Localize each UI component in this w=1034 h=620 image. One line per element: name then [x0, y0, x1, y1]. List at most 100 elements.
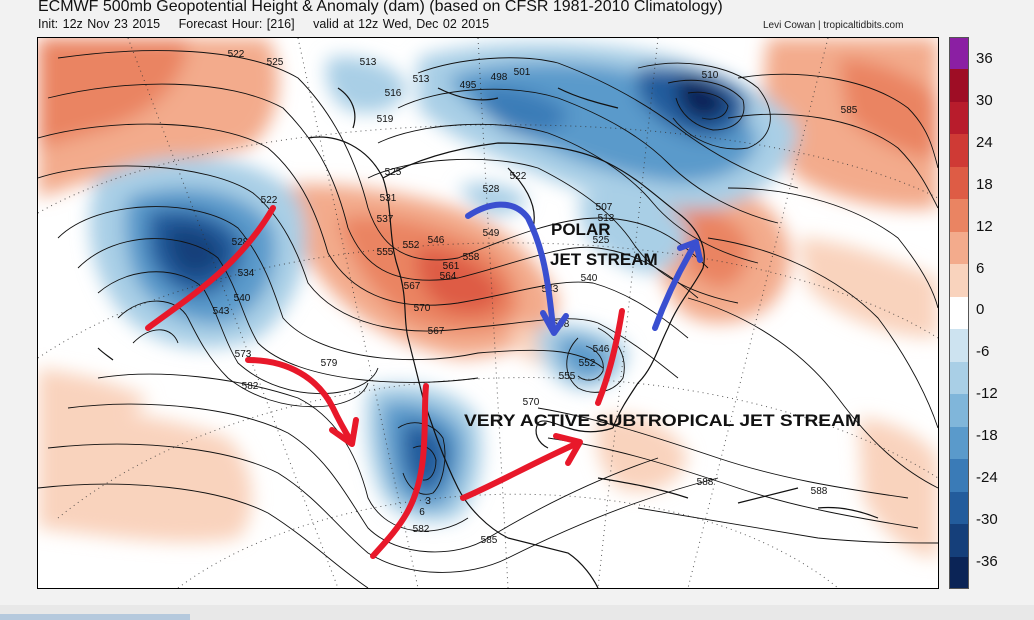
red-arrow — [595, 308, 625, 406]
colorbar-label: -12 — [976, 385, 998, 403]
contour-label: 513 — [413, 74, 430, 85]
subtropical-label: VERY ACTIVE SUBTROPICAL JET STREAM — [464, 411, 861, 430]
colorbar-segment — [949, 134, 969, 167]
contour-label: 543 — [213, 306, 230, 317]
contour-label: 522 — [261, 195, 278, 206]
contour-label: 585 — [481, 535, 498, 546]
polar-label: POLAR — [551, 220, 611, 239]
contour-label: 558 — [463, 252, 480, 263]
red-arrow — [145, 205, 276, 331]
contour-label: 567 — [428, 326, 445, 337]
colorbar-label: -24 — [976, 469, 998, 486]
contour-label: 528 — [483, 184, 500, 195]
forecast-hour: Forecast Hour: [216] — [178, 17, 295, 31]
contour-label: 549 — [483, 228, 500, 239]
contour-label: 567 — [404, 281, 421, 292]
valid-time: valid at 12z Wed, Dec 02 2015 — [313, 17, 490, 31]
contour-label: 498 — [491, 72, 508, 83]
contour-label: 537 — [377, 214, 394, 225]
colorbar-segment — [949, 296, 969, 330]
contour-label: 582 — [242, 381, 259, 392]
blue-arrow — [465, 201, 556, 331]
contour-label: 555 — [377, 247, 394, 258]
contour-label: 525 — [267, 57, 284, 68]
contour-label: 588 — [811, 486, 828, 497]
contour-label: 552 — [403, 240, 420, 251]
contour-label: 546 — [593, 344, 610, 355]
contour-label: 540 — [234, 293, 251, 304]
contour-label: 540 — [581, 273, 598, 284]
credit: Levi Cowan | tropicaltidbits.com — [763, 20, 904, 31]
colorbar-label: -6 — [976, 343, 990, 361]
contour-label: 501 — [514, 67, 531, 78]
colorbar-segment — [949, 426, 969, 460]
contour-label: 522 — [228, 49, 245, 60]
header-title: ECMWF 500mb Geopotential Height & Anomal… — [38, 0, 723, 15]
contour-label: 510 — [702, 70, 719, 81]
jet-stream-label: JET STREAM — [550, 250, 658, 269]
colorbar-label: 12 — [976, 217, 993, 235]
lat-lon-grid — [38, 38, 938, 588]
contour-label: 573 — [235, 349, 252, 360]
colorbar-label: 0 — [976, 301, 985, 319]
contour-label: 525 — [385, 167, 402, 178]
contour-label: 525 — [593, 235, 610, 246]
map-canvas: 522 525 513 513 495 498 501 510 516 519 … — [38, 38, 938, 588]
annotation-text: POLAR JET STREAM VERY ACTIVE SUBTROPICAL… — [464, 220, 861, 430]
contour-label: 564 — [440, 271, 457, 282]
colorbar-label: 30 — [976, 91, 993, 109]
colorbar-label: -30 — [976, 510, 998, 528]
contour-label: 546 — [428, 235, 445, 246]
coastlines — [97, 87, 879, 588]
jet-stream-arrows — [145, 201, 703, 559]
contour-label: 570 — [414, 303, 431, 314]
colorbar-label: 36 — [976, 50, 993, 67]
red-arrow — [460, 440, 581, 501]
colorbar-label: 6 — [976, 259, 985, 277]
contour-label: 585 — [841, 105, 858, 116]
contour-label: 6 — [419, 507, 425, 518]
colorbar-label: -18 — [976, 427, 998, 445]
colorbar-segment — [949, 231, 969, 265]
colorbar-segment — [949, 329, 969, 362]
colorbar-segment — [949, 69, 969, 102]
contour-label: 513 — [360, 57, 377, 68]
anomaly-colorbar — [949, 37, 969, 589]
colorbar-label: 24 — [976, 133, 993, 151]
blue-arrow — [652, 243, 697, 331]
contour-label: 588 — [697, 477, 714, 488]
contour-label: 561 — [443, 261, 460, 272]
contour-label: 507 — [596, 202, 613, 213]
contour-label: 579 — [321, 358, 338, 369]
red-arrow — [245, 357, 355, 446]
weather-map: 522 525 513 513 495 498 501 510 516 519 … — [37, 37, 939, 589]
colorbar-segment — [949, 37, 969, 70]
colorbar-segment — [949, 459, 969, 492]
colorbar-label: -36 — [976, 552, 998, 570]
colorbar-segment — [949, 491, 969, 525]
contour-label: 513 — [598, 213, 615, 224]
header-subtitle: Init: 12z Nov 23 2015 Forecast Hour: [21… — [38, 17, 503, 31]
colorbar-segment — [949, 361, 969, 395]
red-arrow — [370, 383, 429, 559]
contour-label: 582 — [413, 524, 430, 535]
contour-label: 516 — [385, 88, 402, 99]
colorbar-segment — [949, 556, 969, 589]
colorbar-segment — [949, 264, 969, 297]
contour-label: 531 — [380, 193, 397, 204]
colorbar-segment — [949, 394, 969, 427]
contour-label: 534 — [238, 268, 255, 279]
contour-label: 3 — [425, 496, 431, 507]
colorbar-segment — [949, 101, 969, 135]
colorbar-segment — [949, 199, 969, 232]
init-time: Init: 12z Nov 23 2015 — [38, 17, 161, 31]
contour-label: 552 — [579, 358, 596, 369]
contour-label: 522 — [510, 171, 527, 182]
height-contours — [38, 50, 938, 588]
bottom-tab — [0, 614, 190, 620]
contour-label: 570 — [523, 397, 540, 408]
contour-label: 495 — [460, 80, 477, 91]
contour-label: 528 — [232, 237, 249, 248]
contour-label: 519 — [377, 114, 394, 125]
bottom-strip — [0, 605, 1034, 620]
